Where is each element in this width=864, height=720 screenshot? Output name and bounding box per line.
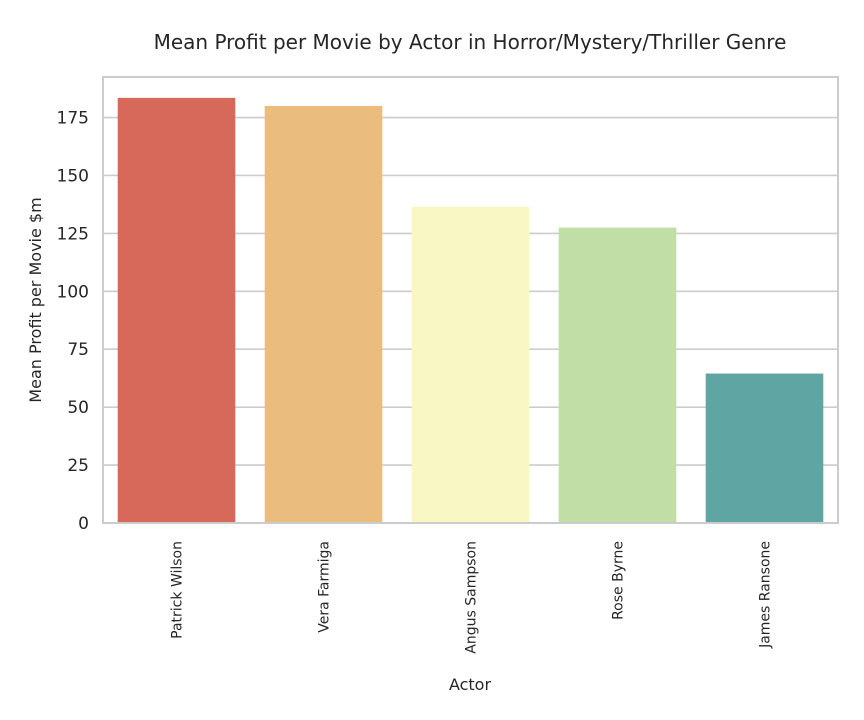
bar <box>558 227 677 523</box>
x-tick-label: Patrick Wilson <box>170 541 186 639</box>
bar <box>264 105 383 524</box>
bar <box>117 97 236 523</box>
y-tick-label: 125 <box>57 224 89 244</box>
bars <box>117 97 824 524</box>
y-tick-label: 150 <box>57 166 89 186</box>
y-tick-label: 100 <box>57 282 89 302</box>
chart-title: Mean Profit per Movie by Actor in Horror… <box>154 30 787 54</box>
y-tick-label: 50 <box>67 398 89 418</box>
y-axis-label: Mean Profit per Movie $m <box>26 197 45 402</box>
x-tick-label: Rose Byrne <box>611 541 627 620</box>
bar <box>705 373 824 523</box>
y-tick-label: 75 <box>67 340 89 360</box>
x-tick-labels: Patrick Wilson Vera Farmiga Angus Sampson R… <box>170 541 774 654</box>
x-tick-label: Vera Farmiga <box>317 541 333 633</box>
plot-frame <box>102 76 839 524</box>
y-tick-label: 0 <box>78 514 89 534</box>
y-tick-label: 175 <box>57 109 89 129</box>
x-tick-label: James Ransone <box>758 541 774 649</box>
x-axis-label: Actor <box>449 675 492 694</box>
y-tick-labels: 0 25 50 75 100 125 150 175 <box>57 109 89 534</box>
x-tick-label: Angus Sampson <box>464 541 480 654</box>
y-tick-label: 25 <box>67 456 89 476</box>
bar <box>411 206 530 523</box>
